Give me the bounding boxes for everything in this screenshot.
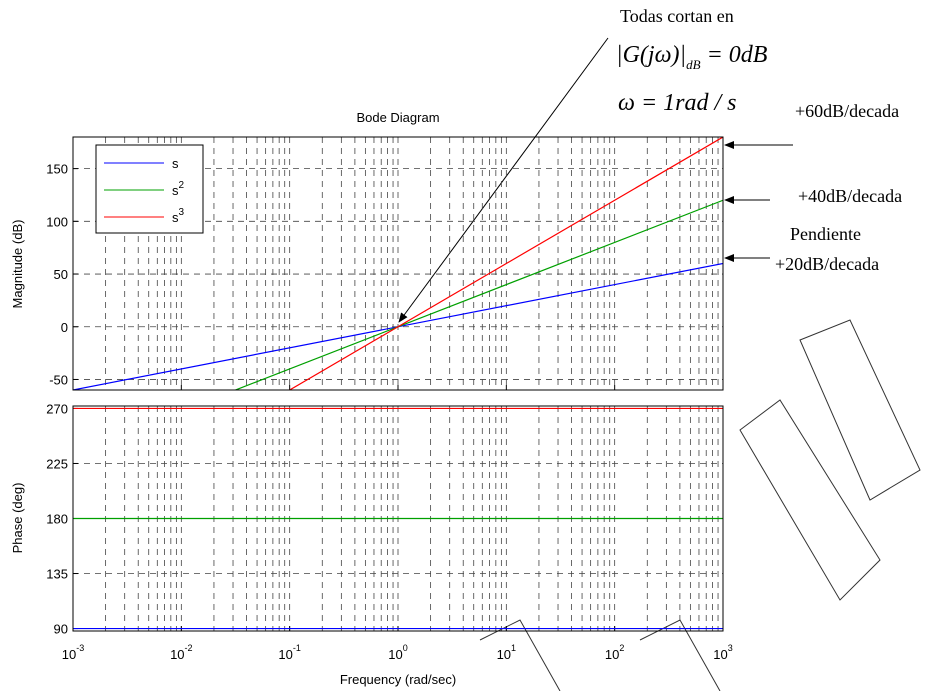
x-tick-label: 10 — [605, 647, 619, 662]
watermark — [479, 319, 921, 691]
annotation: |G(jω)| — [616, 42, 686, 68]
plot-frame — [72, 136, 724, 391]
y-axis-label: Phase (deg) — [10, 483, 25, 554]
y-tick-label: 90 — [54, 622, 68, 637]
legend — [95, 144, 204, 234]
x-tick-label: 1 — [511, 643, 516, 653]
y-tick-label: 180 — [46, 512, 68, 527]
x-axis-label: Frequency (rad/sec) — [340, 672, 456, 687]
annotation: ω = 1rad / s — [618, 90, 737, 116]
legend-label: s3 — [172, 207, 185, 225]
x-tick-label: 10 — [713, 647, 727, 662]
x-tick-label: 10 — [497, 647, 511, 662]
x-tick-label: 10-2 — [170, 643, 192, 662]
x-tick-label: 101 — [497, 643, 516, 662]
annotation: Pendiente — [790, 224, 861, 244]
y-tick-label: 150 — [46, 162, 68, 177]
annotation: = 0dB — [701, 42, 768, 68]
legend-label: s — [172, 183, 179, 198]
legend-label: 2 — [179, 180, 185, 191]
x-tick-label: 2 — [619, 643, 624, 653]
x-tick-label: 100 — [388, 643, 407, 662]
x-tick-label: 3 — [728, 643, 733, 653]
x-tick-label: -2 — [185, 643, 193, 653]
legend-label: 3 — [179, 207, 185, 218]
x-tick-label: 103 — [713, 643, 732, 662]
plot-frame — [72, 405, 724, 632]
x-tick-label: 10 — [388, 647, 402, 662]
series-line — [288, 137, 723, 390]
legend-label: s — [172, 210, 179, 225]
annotation: Todas cortan en — [620, 6, 734, 26]
y-tick-label: 50 — [54, 267, 68, 282]
x-tick-label: 10 — [170, 647, 184, 662]
annotation: dB — [686, 57, 701, 72]
x-tick-label: 10 — [278, 647, 292, 662]
y-tick-label: 100 — [46, 214, 68, 229]
annotation: +20dB/decada — [775, 254, 879, 274]
legend-label: s — [172, 156, 179, 171]
y-tick-label: 135 — [46, 567, 68, 582]
x-tick-label: 10-3 — [62, 643, 84, 662]
annotation: +60dB/decada — [795, 101, 899, 121]
y-tick-label: -50 — [49, 372, 68, 387]
x-tick-label: 102 — [605, 643, 624, 662]
legend-label: s — [172, 156, 179, 171]
chart-title: Bode Diagram — [356, 110, 439, 125]
y-axis-label: Magnitude (dB) — [10, 220, 25, 309]
y-tick-label: 225 — [46, 456, 68, 471]
annotation: |G(jω)|dB = 0dB — [616, 42, 768, 72]
x-tick-label: 10-1 — [278, 643, 300, 662]
x-tick-label: -3 — [76, 643, 84, 653]
y-tick-label: 270 — [46, 401, 68, 416]
annotation-arrow — [398, 37, 609, 323]
x-tick-label: 10 — [62, 647, 76, 662]
x-tick-label: 0 — [403, 643, 408, 653]
x-tick-label: -1 — [293, 643, 301, 653]
legend-label: s2 — [172, 180, 185, 198]
y-tick-label: 0 — [61, 320, 68, 335]
annotation: +40dB/decada — [798, 186, 902, 206]
